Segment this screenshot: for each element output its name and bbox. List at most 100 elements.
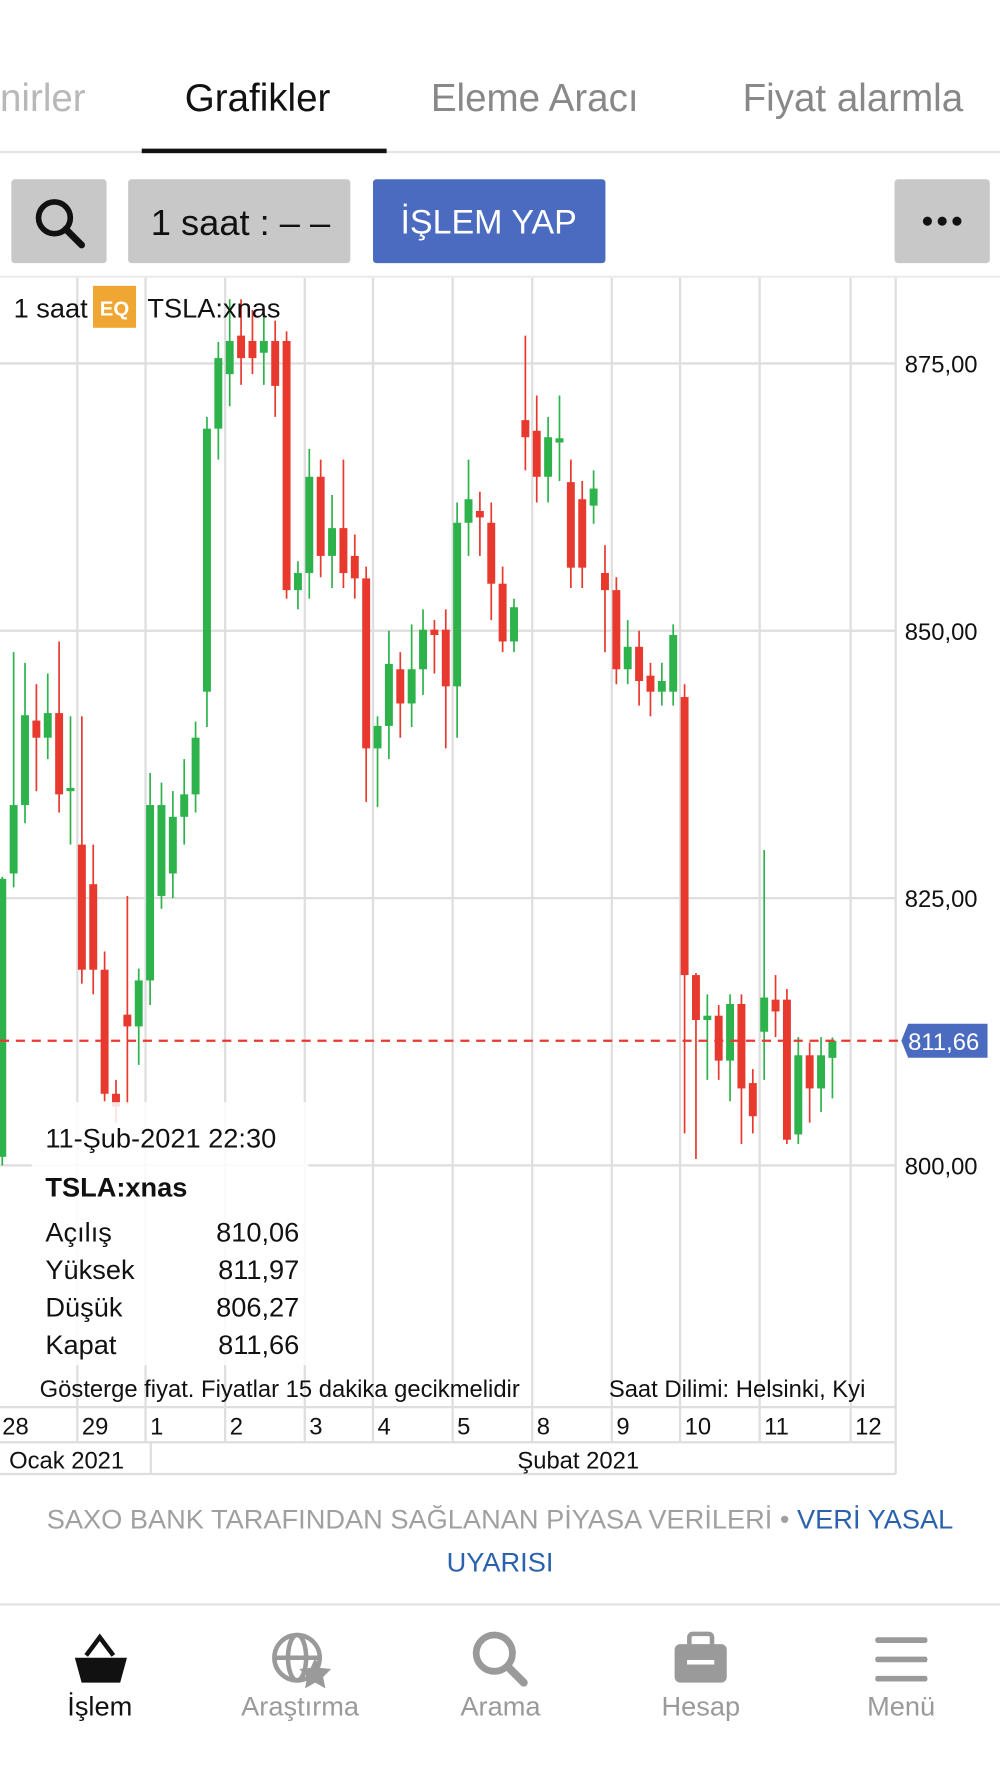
chart-top-border <box>0 275 1000 278</box>
tooltip-value: 806,27 <box>216 1291 299 1322</box>
candle-body <box>55 713 64 795</box>
candle-body <box>498 583 507 642</box>
search-button[interactable] <box>11 179 107 264</box>
candle-body <box>453 522 462 687</box>
legal-link[interactable]: VERİ YASAL <box>797 1503 953 1534</box>
candle-body <box>521 420 530 438</box>
tooltip-value: 810,06 <box>216 1217 299 1248</box>
candle-body <box>305 476 314 574</box>
x-tick-label: 12 <box>855 1413 881 1440</box>
tab[interactable]: nirler <box>0 77 86 120</box>
candle-body <box>817 1055 826 1089</box>
x-tick-label: 29 <box>82 1413 108 1440</box>
candle-body <box>669 635 678 692</box>
candle-body <box>623 646 632 670</box>
nav-label[interactable]: Araştırma <box>241 1691 360 1722</box>
candle-body <box>748 1083 757 1117</box>
candle-body <box>396 669 405 704</box>
search-icon <box>35 199 74 237</box>
candle-body <box>635 646 644 682</box>
interval-label: 1 saat : – – <box>151 202 331 243</box>
candle-body <box>32 720 41 738</box>
candle-body <box>9 805 18 874</box>
candle-body <box>578 499 587 568</box>
candle-body <box>282 340 291 591</box>
candle-body <box>532 430 541 477</box>
candle-body <box>373 725 382 749</box>
candle-body <box>214 358 223 429</box>
nav-icon <box>472 1631 528 1687</box>
tab[interactable]: Eleme Aracı <box>431 77 639 120</box>
legal-link[interactable]: UYARISI <box>447 1547 554 1578</box>
y-tick-label: 850,00 <box>905 619 978 646</box>
candle-body <box>0 878 7 1157</box>
candle-body <box>225 340 234 375</box>
trade-button[interactable] <box>373 179 606 264</box>
nav-label[interactable]: Arama <box>460 1691 541 1722</box>
tab[interactable]: Fiyat alarmla <box>743 77 964 120</box>
candle-body <box>134 980 143 1027</box>
candle-body <box>259 340 268 353</box>
candle-body <box>475 510 484 518</box>
tab-active[interactable]: Grafikler <box>185 77 331 120</box>
candle-body <box>384 663 393 726</box>
nav-icon <box>272 1632 332 1689</box>
symbol: TSLA:xnas <box>147 293 280 324</box>
last-price-label: 811,66 <box>908 1029 979 1056</box>
candle-body <box>646 675 655 692</box>
candle-body <box>589 488 598 506</box>
candle-body <box>464 499 473 523</box>
y-tick-label: 825,00 <box>905 886 978 913</box>
nav-label[interactable]: Menü <box>867 1691 935 1722</box>
x-tick-label: 4 <box>378 1413 391 1440</box>
candle-body <box>271 340 280 386</box>
candle-body <box>487 522 496 584</box>
candle-body <box>419 629 427 670</box>
candle-body <box>77 844 86 970</box>
candle-body <box>510 607 518 642</box>
candle-body <box>441 629 450 687</box>
chart-overlay: 1 saat EQ TSLA:xnas 11-Şub-2021 22:30 TS… <box>14 285 865 1403</box>
candle-body <box>760 997 769 1032</box>
candle-body <box>339 528 348 574</box>
candle-body <box>737 1003 746 1089</box>
x-tick-label: 10 <box>685 1413 711 1440</box>
x-tick-label: 11 <box>764 1413 789 1440</box>
attribution-text: SAXO BANK TARAFINDAN SAĞLANAN PİYASA VER… <box>47 1503 790 1534</box>
candle-body <box>112 1093 120 1107</box>
candle-body <box>180 794 189 817</box>
nav-label[interactable]: İşlem <box>67 1691 132 1722</box>
candle-body <box>350 555 359 579</box>
candle-body <box>237 335 246 359</box>
candle-body <box>100 969 109 1094</box>
more-icon <box>952 216 962 226</box>
candle-body <box>555 438 564 443</box>
candle-body <box>691 975 700 1020</box>
x-tick-label: 3 <box>309 1413 322 1440</box>
candle-body <box>782 999 791 1140</box>
interval-button[interactable] <box>128 179 351 264</box>
x-tick-label: 1 <box>150 1413 163 1440</box>
nav-icon <box>74 1633 127 1683</box>
candle-body <box>66 787 75 792</box>
candle-body <box>714 1015 723 1061</box>
nav-divider <box>0 1603 1000 1606</box>
candle-body <box>362 578 371 749</box>
tooltip <box>31 1102 309 1366</box>
candle-body <box>726 1003 735 1061</box>
candle-body <box>703 1015 712 1020</box>
tooltip-rows: Açılış 810,06 Yüksek 811,97 Düşük 806,27 Kapat… <box>45 1217 299 1360</box>
tooltip-value: 811,97 <box>218 1254 299 1285</box>
more-icon <box>937 216 947 226</box>
candle-body <box>123 1014 132 1027</box>
nav-icon <box>875 1637 928 1682</box>
candle-body <box>544 437 553 477</box>
tooltip-symbol: TSLA:xnas <box>45 1171 187 1202</box>
last-price-tag <box>901 1023 988 1058</box>
tooltip-label: Yüksek <box>45 1254 135 1285</box>
badge <box>92 285 137 328</box>
nav-label[interactable]: Hesap <box>661 1691 740 1722</box>
x-tick-label: 9 <box>616 1413 629 1440</box>
